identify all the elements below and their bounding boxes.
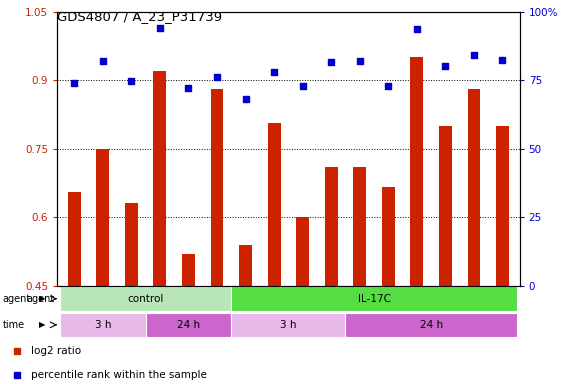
Point xyxy=(184,85,193,91)
Bar xyxy=(68,192,81,286)
Bar xyxy=(231,313,345,337)
Text: log2 ratio: log2 ratio xyxy=(31,346,82,356)
Point xyxy=(384,83,393,89)
Text: 3 h: 3 h xyxy=(95,320,111,330)
Bar xyxy=(154,71,166,286)
Point xyxy=(127,78,136,84)
Text: IL-17C: IL-17C xyxy=(357,294,391,304)
Text: GDS4807 / A_23_P31739: GDS4807 / A_23_P31739 xyxy=(57,10,222,23)
Bar xyxy=(353,167,366,286)
Point xyxy=(441,63,450,70)
Bar xyxy=(411,57,423,286)
Text: agent: agent xyxy=(3,294,31,304)
Bar xyxy=(60,286,231,311)
Point xyxy=(155,25,164,31)
Point xyxy=(212,74,222,80)
Bar xyxy=(496,126,509,286)
Bar xyxy=(231,286,517,311)
Bar xyxy=(211,89,223,286)
Text: 24 h: 24 h xyxy=(177,320,200,330)
Bar xyxy=(268,124,280,286)
Text: agent: agent xyxy=(26,294,54,304)
Point xyxy=(298,83,307,89)
Bar xyxy=(325,167,337,286)
Text: ▶: ▶ xyxy=(39,320,46,329)
Point xyxy=(98,58,107,64)
Point xyxy=(327,59,336,65)
Bar xyxy=(345,313,517,337)
Bar xyxy=(60,313,146,337)
Bar xyxy=(182,254,195,286)
Bar xyxy=(382,187,395,286)
Bar xyxy=(468,89,480,286)
Text: time: time xyxy=(3,320,25,330)
Text: 3 h: 3 h xyxy=(280,320,296,330)
Bar xyxy=(146,313,231,337)
Bar xyxy=(96,149,109,286)
Point xyxy=(241,96,250,102)
Text: control: control xyxy=(127,294,164,304)
Point xyxy=(70,80,79,86)
Bar xyxy=(439,126,452,286)
Bar xyxy=(296,217,309,286)
Point xyxy=(469,52,478,58)
Point xyxy=(498,56,507,63)
Point xyxy=(270,69,279,75)
Text: 24 h: 24 h xyxy=(420,320,443,330)
Bar xyxy=(125,204,138,286)
Text: ▶: ▶ xyxy=(39,294,46,303)
Point xyxy=(355,58,364,64)
Point xyxy=(412,26,421,32)
Text: percentile rank within the sample: percentile rank within the sample xyxy=(31,370,207,380)
Bar xyxy=(239,245,252,286)
